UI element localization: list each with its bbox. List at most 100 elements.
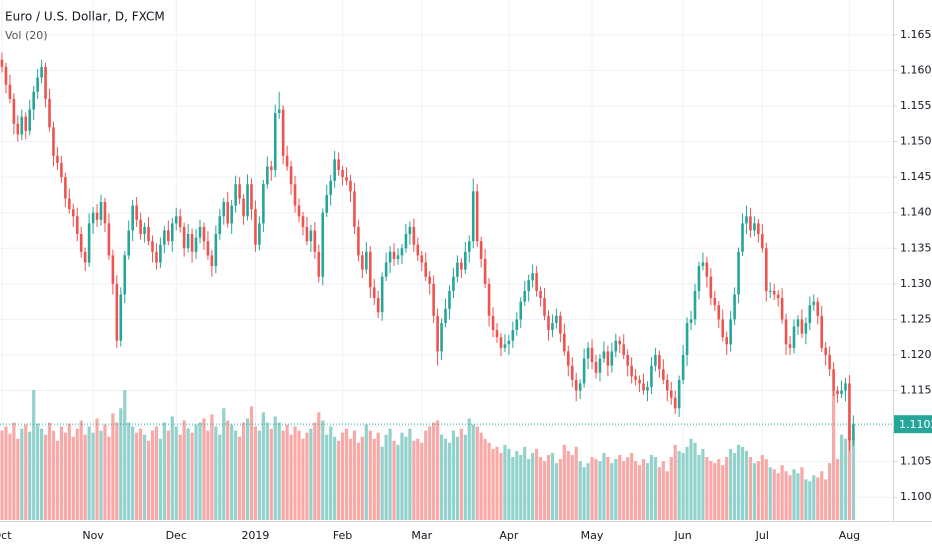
volume-bar (309, 428, 313, 520)
candle-body (159, 244, 162, 263)
candle-body (230, 205, 233, 224)
candle-body (71, 209, 75, 217)
volume-bar (566, 450, 570, 520)
volume-bar (352, 430, 357, 520)
candle-body (444, 308, 447, 323)
candle-body (844, 383, 847, 391)
volume-bar (135, 432, 139, 520)
candle-body (210, 255, 214, 267)
x-tick-label: Mar (411, 529, 432, 542)
candle-body (570, 365, 574, 380)
candle-body (226, 202, 230, 224)
candle-body (182, 226, 186, 249)
candle-body (392, 251, 396, 259)
candle-body (602, 351, 606, 359)
candle-body (32, 91, 35, 110)
candle-body (52, 127, 55, 156)
volume-bar (804, 479, 808, 520)
volume-bar (87, 426, 91, 520)
candle-layer (0, 52, 855, 451)
volume-bar (835, 459, 840, 520)
candle-body (75, 216, 79, 235)
volume-bar (67, 423, 71, 520)
volume-bar (637, 465, 642, 520)
volume-bar (20, 428, 24, 520)
volume-bar (412, 440, 416, 520)
candle-body (202, 226, 206, 242)
volume-bar (467, 418, 471, 520)
volume-bar (289, 434, 293, 520)
volume-bar (348, 438, 353, 520)
candle-body (313, 230, 317, 252)
volume-bar (645, 463, 650, 520)
volume-bar (800, 467, 804, 520)
candle-body (594, 362, 598, 373)
volume-bar (792, 469, 796, 520)
candle-body (436, 315, 439, 352)
chart-title: Euro / U.S. Dollar, D, FXCM (5, 10, 165, 24)
volume-bar (606, 457, 610, 520)
volume-bar (321, 420, 325, 520)
volume-bar (614, 459, 618, 520)
candle-body (341, 170, 344, 178)
candle-body (626, 354, 629, 366)
volume-bar (344, 428, 349, 520)
candle-body (163, 230, 166, 245)
candle-body (333, 159, 336, 181)
volume-bar (851, 438, 855, 520)
candle-body (709, 276, 713, 299)
volume-bar (91, 432, 95, 520)
volume-bar (372, 438, 376, 520)
candle-body (689, 319, 693, 323)
volume-bar (317, 412, 321, 520)
candle-body (566, 351, 570, 366)
candle-body (87, 223, 91, 263)
candle-body (559, 315, 562, 334)
volume-bar (158, 438, 162, 520)
candle-body (471, 191, 475, 242)
volume-bar (174, 426, 178, 520)
candle-body (56, 155, 59, 163)
volume-bar (214, 426, 218, 520)
candle-body (606, 351, 610, 366)
volume-bar (368, 430, 372, 520)
volume-bar (697, 455, 701, 520)
candle-body (115, 283, 119, 341)
candle-body (361, 255, 364, 270)
y-tick-label: 1.16000 (900, 63, 932, 76)
volume-bar (657, 467, 661, 520)
volume-bar (665, 471, 669, 520)
volume-bar (511, 457, 515, 520)
candle-body (44, 66, 47, 99)
candle-body (250, 184, 253, 210)
volume-bar (820, 471, 824, 520)
volume-bar (447, 442, 452, 520)
volume-bar (554, 463, 558, 520)
candle-body (234, 184, 237, 206)
candle-body (669, 390, 673, 398)
indicator-label: Vol (20) (5, 29, 48, 42)
candle-body (547, 315, 550, 331)
candle-body (337, 159, 340, 171)
candle-body (325, 194, 329, 213)
candle-body (12, 98, 16, 124)
volume-bar (123, 390, 127, 520)
candle-body (761, 234, 764, 249)
volume-bar (610, 463, 614, 520)
volume-bar (4, 426, 8, 520)
volume-bar (634, 461, 638, 520)
candle-body (764, 248, 768, 291)
candle-body (563, 333, 566, 352)
y-tick-label: 1.13500 (900, 241, 932, 254)
candle-body (729, 319, 732, 345)
candle-body (646, 386, 649, 391)
candle-body (693, 290, 697, 320)
volume-bar (364, 424, 368, 520)
volume-bar (535, 448, 539, 520)
volume-bar (325, 434, 329, 520)
candle-body (206, 241, 210, 256)
candle-body (650, 365, 653, 387)
volume-bar (729, 448, 733, 520)
candle-body (578, 383, 582, 391)
